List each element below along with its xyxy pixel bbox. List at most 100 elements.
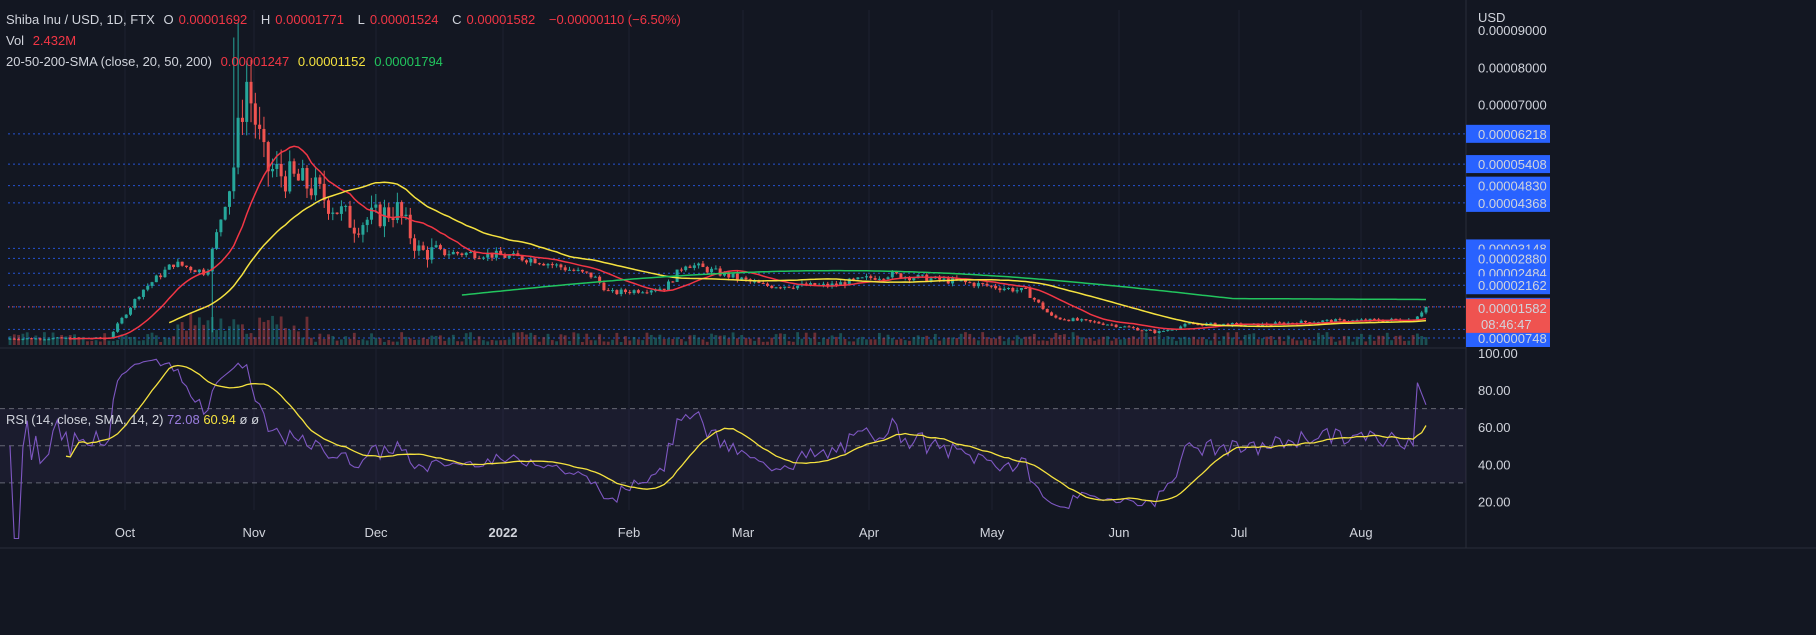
volume-bar — [499, 340, 503, 345]
candle-body — [1002, 288, 1006, 291]
volume-bars — [8, 312, 1428, 345]
candle-body — [813, 283, 817, 286]
candle-body — [236, 117, 240, 168]
volume-bar — [921, 336, 924, 345]
volume-bar — [692, 334, 696, 345]
sma-label[interactable]: 20-50-200-SMA (close, 20, 50, 200) — [6, 54, 212, 69]
candle-body — [821, 283, 825, 285]
volume-bar — [413, 339, 416, 345]
candle-body — [172, 264, 176, 267]
candle-body — [1114, 324, 1118, 328]
level-label-bg-10 — [1466, 329, 1550, 347]
candle-body — [335, 212, 339, 214]
candle-body — [697, 263, 701, 266]
candle-body — [47, 339, 51, 341]
volume-bar — [154, 335, 158, 345]
candle-body — [180, 261, 184, 266]
symbol-name[interactable]: Shiba Inu / USD, 1D, FTX — [6, 12, 155, 27]
volume-bar — [1097, 339, 1101, 345]
close-value: 0.00001582 — [466, 12, 536, 27]
volume-bar — [434, 335, 438, 345]
candle-body — [51, 338, 55, 340]
close-label: C — [452, 12, 462, 27]
rsi-axis-tick-4: 20.00 — [1478, 494, 1511, 509]
volume-bar — [1364, 341, 1368, 345]
candle-body — [486, 252, 490, 258]
candle-body — [740, 277, 744, 280]
volume-bar — [482, 340, 485, 345]
candle-body — [1209, 322, 1213, 324]
volume-bar — [1170, 337, 1174, 345]
volume-bar — [731, 332, 735, 345]
candle-body — [133, 299, 137, 308]
volume-bar — [701, 339, 705, 345]
volume-bar — [520, 332, 524, 345]
volume-bar — [1347, 336, 1350, 345]
candle-body — [1166, 329, 1170, 331]
volume-bar — [1312, 340, 1316, 345]
candle-body — [1273, 322, 1277, 325]
volume-bar — [219, 318, 223, 345]
volume-bar — [266, 320, 270, 345]
candle-body — [189, 266, 193, 271]
volume-bar — [671, 338, 675, 345]
candle-body — [1368, 318, 1372, 321]
volume-bar — [964, 332, 967, 345]
candle-body — [507, 255, 511, 258]
volume-bar — [331, 336, 335, 345]
volume-bar — [249, 333, 253, 345]
candle-body — [860, 277, 864, 279]
volume-bar — [456, 341, 460, 345]
volume-bar — [813, 332, 817, 345]
volume-bar — [271, 315, 274, 345]
volume-bar — [426, 339, 429, 345]
volume-bar — [503, 340, 507, 345]
candle-body — [25, 338, 29, 340]
candle-body — [667, 281, 671, 290]
volume-bar — [464, 333, 468, 345]
candle-body — [219, 219, 223, 233]
volume-bar — [202, 324, 206, 345]
volume-label[interactable]: Vol — [6, 33, 25, 48]
rsi-label[interactable]: RSI (14, close, SMA, 14, 2) — [6, 412, 164, 427]
candle-body — [395, 202, 399, 220]
volume-bar — [1407, 340, 1411, 345]
volume-bar — [279, 316, 283, 345]
volume-bar — [305, 316, 309, 345]
candle-body — [1015, 290, 1019, 292]
candle-body — [447, 254, 451, 256]
candle-body — [632, 290, 636, 294]
candle-body — [1118, 326, 1122, 328]
candle-body — [1394, 318, 1398, 320]
volume-bar — [327, 334, 330, 345]
volume-bar — [998, 335, 1002, 345]
volume-bar — [632, 337, 636, 345]
candle-body — [490, 252, 494, 258]
candle-body — [146, 285, 150, 290]
candle-body — [1080, 319, 1084, 321]
volume-bar — [1071, 332, 1075, 345]
volume-bar — [1278, 336, 1282, 345]
candle-body — [408, 214, 412, 239]
volume-bar — [1153, 336, 1157, 345]
candle-body — [8, 338, 12, 340]
volume-bar — [1136, 338, 1140, 345]
volume-bar — [86, 341, 89, 345]
candle-body — [882, 278, 886, 280]
candle-body — [124, 314, 128, 318]
volume-bar — [624, 336, 627, 345]
volume-bar — [1157, 334, 1161, 345]
candle-body — [1123, 326, 1127, 328]
change-value: −0.00000110 (−6.50%) — [548, 12, 681, 27]
volume-bar — [163, 337, 167, 345]
low-label: L — [357, 12, 365, 27]
candle-body — [305, 168, 309, 189]
volume-bar — [185, 330, 188, 345]
candle-body — [1110, 324, 1114, 326]
volume-bar — [1295, 340, 1299, 345]
candle-body — [443, 249, 447, 256]
volume-bar — [1054, 332, 1058, 345]
volume-bar — [981, 332, 985, 345]
candle-body — [1093, 321, 1097, 323]
